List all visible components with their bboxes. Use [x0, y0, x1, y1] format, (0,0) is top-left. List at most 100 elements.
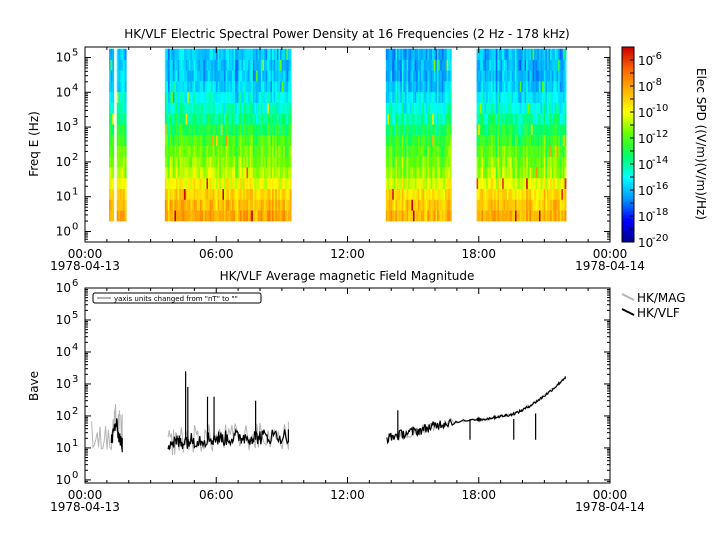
spectrogram-cell — [432, 48, 435, 60]
spectrogram-cell — [430, 70, 433, 82]
spectrogram-cell — [420, 59, 423, 71]
spectrogram-cell — [484, 48, 487, 60]
spectrogram-cell — [265, 167, 268, 179]
spectrogram-cell — [390, 113, 393, 125]
spectrogram-cell — [240, 102, 242, 114]
spectrogram-cell — [203, 124, 206, 136]
spectrogram-cell — [545, 134, 548, 146]
spectrogram-cell — [240, 70, 242, 82]
spectrogram-cell — [273, 91, 276, 103]
colorbar-gradient-step — [622, 86, 634, 89]
spectrogram-cell — [388, 145, 391, 157]
spectrogram-cell — [440, 167, 443, 179]
spectrogram-cell — [559, 81, 562, 93]
spectrogram-cell — [193, 70, 196, 82]
spectrogram-cell — [420, 188, 423, 200]
spectrogram-cell — [195, 81, 198, 93]
spectrogram-cell — [542, 145, 545, 157]
spectrogram-cell — [225, 124, 228, 136]
spectrogram-cell — [169, 177, 172, 190]
spectrogram-cell — [430, 113, 433, 125]
spectrogram-cell — [230, 199, 233, 211]
spectrogram-cell — [212, 199, 215, 211]
spectrogram-cell — [248, 156, 250, 168]
spectrogram-cell — [201, 210, 204, 222]
spectrogram-cell — [392, 81, 395, 93]
spectrogram-cell — [448, 210, 451, 222]
spectrogram-cell — [537, 210, 540, 222]
spectrogram-cell — [174, 134, 177, 146]
spectrogram-cell — [260, 59, 263, 71]
spectrogram-cell — [259, 124, 262, 136]
spectrogram-cell — [206, 48, 209, 60]
spectrogram-cell — [220, 70, 223, 82]
spectrogram-cell — [275, 167, 278, 179]
spectrogram-cell — [424, 113, 427, 125]
spectrogram-cell — [227, 70, 230, 82]
spectrogram-cell — [121, 59, 124, 71]
spectrogram-cell — [268, 167, 271, 179]
spectrogram-cell — [208, 177, 210, 190]
spectrogram-cell — [222, 91, 225, 103]
spectrogram-cell — [236, 145, 239, 157]
spectrogram-cell — [272, 210, 274, 222]
spectrogram-cell — [554, 188, 557, 200]
spectrogram-cell — [540, 145, 543, 157]
spectrogram-cell — [392, 145, 395, 157]
spectrogram-cell — [278, 145, 281, 157]
spectrogram-cell — [548, 102, 551, 114]
spectrogram-cell — [180, 177, 183, 190]
spectrogram-cell — [187, 113, 190, 125]
spectrogram-cell — [286, 210, 289, 222]
spectrogram-cell — [406, 102, 409, 114]
spectrogram-cell — [422, 199, 425, 211]
spectrogram-cell — [393, 91, 396, 103]
spectrogram-cell — [534, 199, 537, 211]
spectrogram-cell — [220, 156, 223, 168]
spectrogram-cell — [479, 199, 482, 211]
spectrogram-cell — [537, 188, 540, 200]
spectrogram-cell — [428, 145, 431, 157]
spectrogram-cell — [562, 134, 565, 146]
spectrogram-cell — [435, 134, 438, 146]
spectrogram-cell — [510, 167, 513, 179]
spectrogram-cell — [484, 134, 487, 146]
spectrogram-cell — [479, 145, 482, 157]
spectrogram-cell — [256, 91, 258, 103]
spectrogram-cell — [121, 124, 124, 136]
spectrogram-cell — [177, 102, 180, 114]
spectrogram-cell — [559, 199, 562, 211]
spectrogram-cell — [233, 70, 236, 82]
spectrogram-cell — [538, 145, 541, 157]
spectrogram-cell — [532, 124, 535, 136]
spectrogram-cell — [212, 91, 215, 103]
spectrogram-cell — [184, 199, 186, 211]
spectrogram-cell — [444, 177, 447, 190]
spectrogram-cell — [502, 199, 505, 211]
spectrogram-cell — [166, 177, 169, 190]
spectrogram-cell — [484, 91, 487, 103]
spectrogram-cell — [526, 188, 529, 200]
spectrogram-cell — [487, 91, 490, 103]
spectrogram-cell — [201, 59, 204, 71]
spectrogram-cell — [419, 145, 422, 157]
spectrogram-cell — [241, 210, 244, 222]
spectrogram-cell — [267, 70, 270, 82]
spectrogram-cell — [110, 134, 113, 146]
spectrogram-cell — [487, 124, 490, 136]
spectrogram-cell — [443, 145, 446, 157]
spectrogram-cell — [435, 48, 438, 60]
spectrogram-cell — [192, 188, 194, 200]
spectrogram-cell — [188, 210, 191, 222]
spectrogram-x-tick-label: 18:00 — [461, 247, 496, 261]
spectrogram-cell — [236, 113, 239, 125]
spectrogram-cell — [440, 188, 443, 200]
spectrogram-cell — [424, 124, 427, 136]
spectrogram-cell — [273, 102, 276, 114]
spectrogram-cell — [198, 81, 201, 93]
spectrogram-cell — [440, 102, 443, 114]
spectrogram-cell — [390, 134, 393, 146]
spectrogram-cell — [518, 91, 521, 103]
spectrogram-cell — [550, 199, 553, 211]
spectrogram-cell — [417, 91, 420, 103]
